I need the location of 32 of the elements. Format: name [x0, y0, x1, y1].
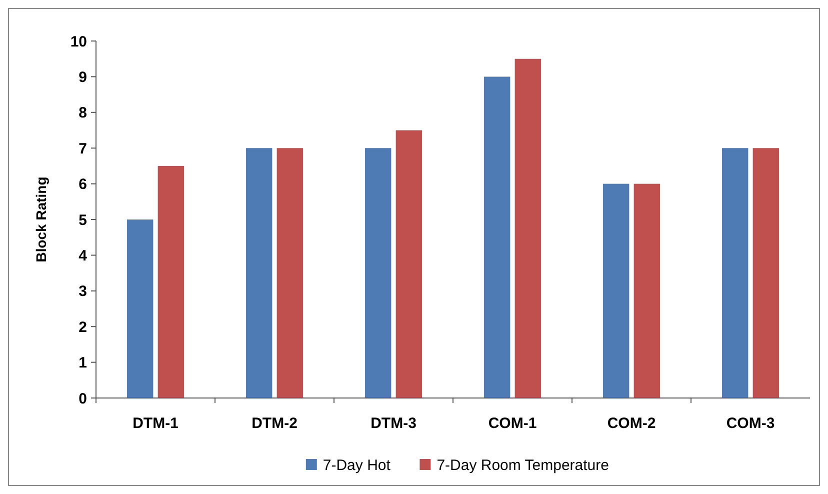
bar — [514, 58, 542, 398]
x-tick-label: COM-1 — [488, 415, 537, 432]
y-tick-label: 5 — [78, 212, 87, 229]
y-tick-label: 10 — [70, 33, 87, 50]
bar — [396, 130, 422, 398]
bar — [276, 148, 304, 398]
legend-label: 7-Day Room Temperature — [436, 456, 609, 474]
y-tick-label: 9 — [78, 68, 87, 86]
x-tick-label: DTM-1 — [132, 415, 178, 432]
bar — [602, 184, 630, 398]
legend-label: 7-Day Hot — [322, 456, 392, 474]
bar — [246, 148, 272, 398]
x-tick-label: DTM-3 — [370, 415, 416, 432]
bar — [484, 76, 510, 398]
y-tick-label: 1 — [78, 354, 87, 372]
bar — [722, 148, 748, 398]
bar — [752, 148, 780, 398]
y-tick-label: 4 — [78, 247, 88, 264]
y-axis-title: Block Rating — [33, 176, 49, 262]
y-tick-label: 0 — [78, 390, 87, 408]
bar — [634, 184, 660, 398]
y-tick-label: 2 — [78, 318, 87, 336]
y-tick-label: 6 — [78, 176, 87, 194]
x-tick-label: COM-3 — [726, 415, 775, 432]
x-tick-label: COM-2 — [607, 415, 656, 432]
y-tick-label: 7 — [78, 140, 87, 158]
y-tick-label: 8 — [78, 104, 87, 122]
bar — [364, 148, 392, 398]
bar — [158, 166, 184, 398]
y-tick-label: 3 — [78, 283, 87, 300]
x-tick-label: DTM-2 — [252, 415, 298, 432]
bar — [126, 220, 154, 398]
